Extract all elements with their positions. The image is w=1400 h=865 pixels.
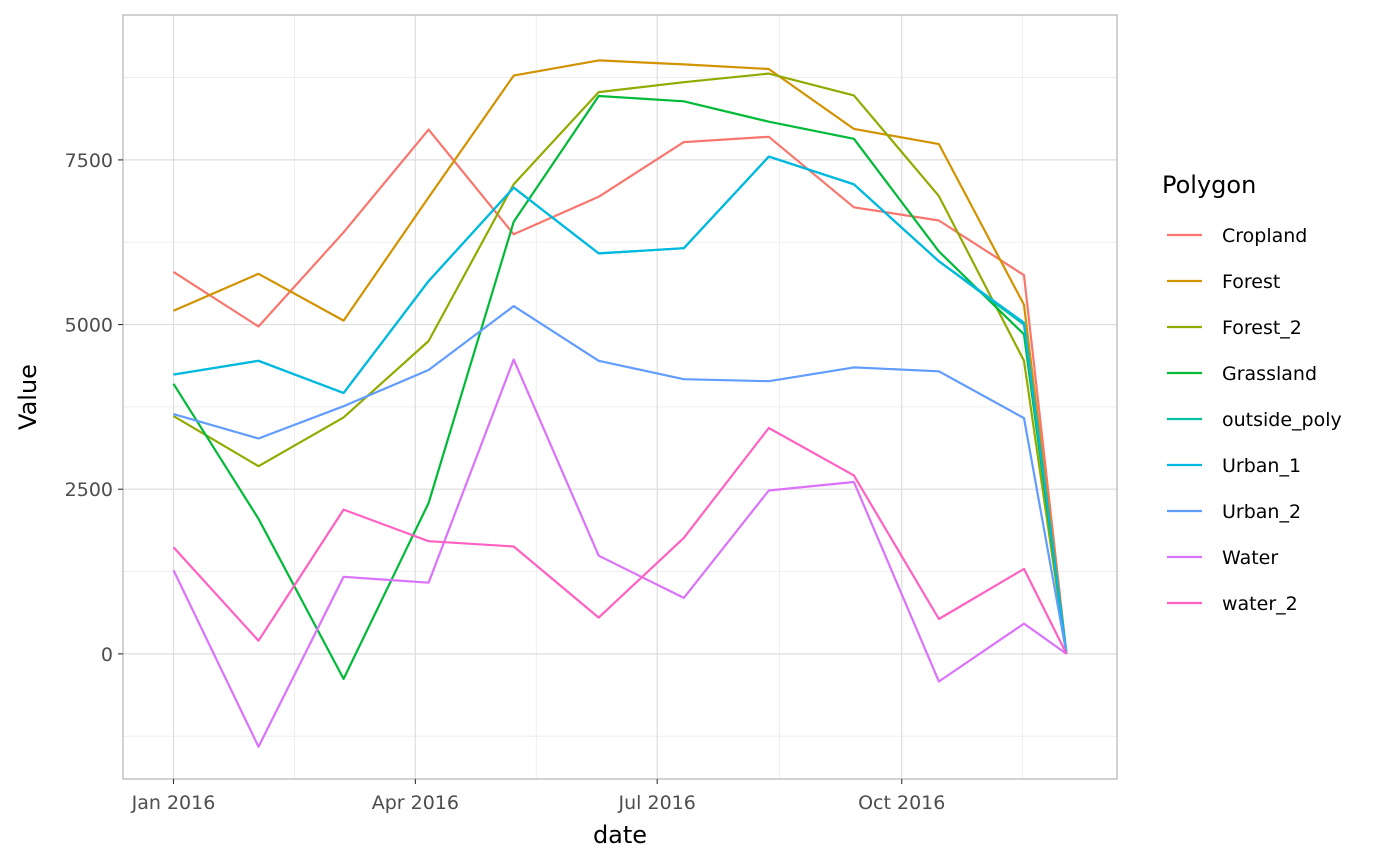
legend-items: Cropland Forest Forest_2 Grassland outside_p…: [1167, 225, 1342, 615]
x-tick-label: Apr 2016: [372, 792, 459, 814]
series-line-cropland: [172, 128, 1068, 655]
series-line-grassland: [172, 94, 1068, 681]
series-line-urban-2: [173, 305, 1068, 655]
legend-item: Forest: [1167, 271, 1280, 293]
legend-label: Cropland: [1222, 225, 1307, 247]
grid-major: [123, 15, 1117, 779]
series-line-outside-poly: [173, 155, 1068, 655]
y-tick-label: 0: [101, 644, 113, 666]
legend-label: outside_poly: [1222, 409, 1342, 431]
legend-item: outside_poly: [1167, 409, 1342, 431]
series-line-urban-1: [173, 155, 1068, 655]
x-tick-label: Jul 2016: [618, 792, 696, 814]
series-line-forest-2: [172, 72, 1068, 655]
y-axis-ticks: 0 2500 5000 7500: [65, 150, 123, 666]
legend-item: Urban_2: [1167, 501, 1301, 523]
legend: Polygon Cropland Forest Forest_2 Grassland o…: [1162, 171, 1342, 615]
legend-label: Grassland: [1222, 363, 1317, 385]
x-axis-ticks: Jan 2016 Apr 2016 Jul 2016 Oct 2016: [131, 779, 945, 814]
legend-label: Urban_1: [1222, 455, 1301, 477]
legend-label: Forest: [1222, 271, 1280, 293]
panel-border: [122, 14, 1118, 780]
x-tick-label: Jan 2016: [131, 792, 216, 814]
legend-item: Grassland: [1167, 363, 1317, 385]
series-line-forest: [173, 59, 1068, 655]
x-axis-title: date: [593, 821, 647, 849]
legend-title: Polygon: [1162, 171, 1256, 199]
legend-label: Urban_2: [1222, 501, 1301, 523]
y-tick-label: 2500: [65, 479, 113, 501]
legend-label: water_2: [1222, 593, 1298, 615]
y-tick-label: 5000: [65, 315, 113, 337]
series-lines: [172, 59, 1068, 748]
legend-label: Forest_2: [1222, 317, 1302, 339]
x-tick-label: Oct 2016: [858, 792, 945, 814]
y-tick-label: 7500: [65, 150, 113, 172]
legend-item: Water: [1167, 547, 1278, 569]
legend-item: water_2: [1167, 593, 1298, 615]
y-axis-title: Value: [14, 364, 42, 430]
legend-item: Cropland: [1167, 225, 1307, 247]
series-line-water: [172, 358, 1068, 748]
series-line-water-2: [172, 426, 1068, 655]
grid-minor: [123, 15, 1117, 779]
legend-item: Forest_2: [1167, 317, 1302, 339]
legend-label: Water: [1222, 547, 1278, 569]
legend-item: Urban_1: [1167, 455, 1301, 477]
